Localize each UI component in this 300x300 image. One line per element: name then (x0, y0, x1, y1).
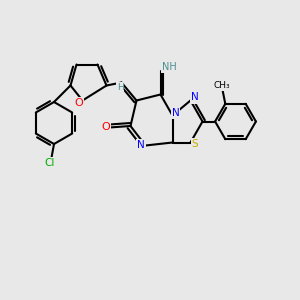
Text: O: O (74, 98, 83, 109)
Text: CH₃: CH₃ (214, 81, 231, 90)
Text: H: H (117, 82, 123, 91)
Text: S: S (192, 139, 198, 149)
Text: N: N (137, 140, 145, 151)
Text: N: N (172, 107, 179, 118)
Text: Cl: Cl (44, 158, 55, 169)
Text: NH: NH (162, 62, 177, 73)
Text: N: N (191, 92, 199, 103)
Text: O: O (101, 122, 110, 133)
